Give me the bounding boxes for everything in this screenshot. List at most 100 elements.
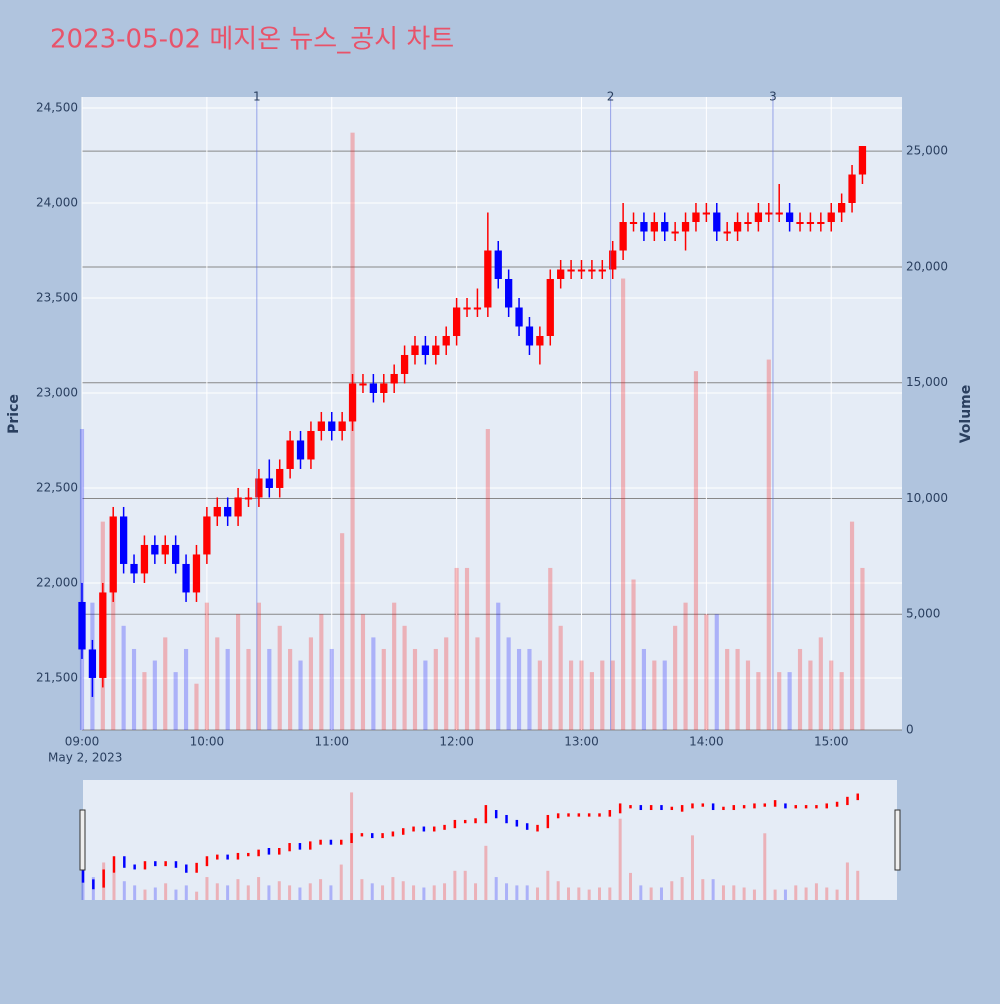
slider-handle-right[interactable] xyxy=(894,809,901,871)
x-tick-label: 09:00 xyxy=(65,735,100,749)
slider-volume-bar xyxy=(639,885,643,900)
slider-volume-bar xyxy=(153,887,157,900)
candle-body xyxy=(151,544,159,555)
volume-bar xyxy=(610,660,615,730)
volume-bar xyxy=(829,660,834,730)
volume-bar xyxy=(756,672,761,730)
candle-body xyxy=(172,544,180,564)
slider-volume-bar xyxy=(659,887,663,900)
volume-bar xyxy=(548,567,553,730)
volume-bar xyxy=(454,567,459,730)
candle-body xyxy=(213,506,221,517)
volume-bar xyxy=(183,648,189,730)
slider-volume-bar xyxy=(825,887,829,900)
y2-tick-label: 5,000 xyxy=(906,607,940,621)
volume-bar xyxy=(579,660,584,730)
slider-volume-bar xyxy=(267,885,271,900)
slider-volume-bar xyxy=(288,885,292,900)
candle-body xyxy=(296,440,305,460)
slider-volume-bar xyxy=(205,877,209,900)
y-tick-label: 21,500 xyxy=(36,670,78,684)
volume-bar xyxy=(860,567,865,730)
volume-bar xyxy=(797,648,803,730)
volume-bar xyxy=(444,637,449,730)
candle-body xyxy=(224,506,232,517)
slider-volume-bar xyxy=(690,835,694,900)
slider-volume-bar xyxy=(474,883,478,900)
candle-body xyxy=(338,421,346,431)
volume-bar xyxy=(600,660,605,730)
slider-volume-bar xyxy=(329,885,333,900)
slider-volume-bar xyxy=(628,872,632,900)
x-tick-label: 15:00 xyxy=(814,735,849,749)
volume-bar xyxy=(506,637,511,730)
volume-bar xyxy=(131,648,137,730)
candle-body xyxy=(775,212,783,215)
candle-body xyxy=(692,212,700,223)
volume-bar xyxy=(849,521,855,730)
candle-body xyxy=(317,421,325,431)
candle-body xyxy=(525,326,534,346)
volume-bar xyxy=(360,614,366,730)
volume-bar xyxy=(631,579,636,730)
candle-body xyxy=(192,554,201,593)
volume-bar xyxy=(412,648,418,730)
volume-bar xyxy=(288,648,293,730)
slider-handle-left[interactable] xyxy=(79,809,86,871)
volume-bar xyxy=(423,660,428,730)
slider-volume-bar xyxy=(277,881,281,900)
slider-volume-bar xyxy=(515,885,519,900)
y-tick-label: 24,000 xyxy=(36,196,78,210)
candle-body xyxy=(119,516,128,564)
slider-volume-bar xyxy=(133,885,137,900)
candle-body xyxy=(796,222,804,225)
candle-body xyxy=(328,421,336,431)
candle-body xyxy=(494,250,502,279)
volume-bar xyxy=(652,660,657,730)
candle-body xyxy=(723,231,731,234)
volume-bar xyxy=(246,648,251,730)
candle-body xyxy=(733,222,742,232)
candle-body xyxy=(848,174,856,204)
candle-body xyxy=(244,497,253,500)
candle-body xyxy=(109,516,117,593)
volume-bar xyxy=(516,648,522,730)
slider-volume-bar xyxy=(391,877,395,900)
y-axis-label: Price xyxy=(6,394,22,434)
candle-body xyxy=(452,307,461,336)
plot-area xyxy=(82,97,902,730)
candle-body xyxy=(567,269,575,272)
slider-volume-bar xyxy=(587,889,591,900)
slider-volume-bar xyxy=(783,889,787,900)
slider-volume-bar xyxy=(494,877,498,900)
range-slider[interactable] xyxy=(83,780,897,900)
volume-bar xyxy=(745,660,751,730)
slider-volume-bar xyxy=(236,879,240,900)
slider-volume-bar xyxy=(856,870,860,900)
candle-body xyxy=(234,497,242,517)
slider-volume-bar xyxy=(257,877,261,900)
volume-bar xyxy=(464,567,470,730)
slider-volume-bar xyxy=(339,864,343,900)
slider-volume-bar xyxy=(143,889,147,900)
candle-body xyxy=(598,269,606,272)
y-tick-label: 24,500 xyxy=(36,101,78,115)
slider-volume-bar xyxy=(732,885,736,900)
candle-body xyxy=(588,269,596,272)
candle-body xyxy=(629,222,638,225)
candle-body xyxy=(681,222,690,232)
candle-body xyxy=(609,250,617,270)
volume-bar xyxy=(839,672,844,730)
volume-bar xyxy=(340,533,345,730)
volume-bar xyxy=(381,648,386,730)
candle-body xyxy=(307,430,315,460)
slider-volume-bar xyxy=(752,889,756,900)
slider-volume-bar xyxy=(804,887,808,900)
volume-bar xyxy=(725,648,730,730)
slider-volume-bar xyxy=(577,887,581,900)
slider-volume-bar xyxy=(721,885,725,900)
slider-volume-bar xyxy=(350,792,354,900)
slider-volume-bar xyxy=(443,883,447,900)
x-tick-label: 13:00 xyxy=(564,735,599,749)
